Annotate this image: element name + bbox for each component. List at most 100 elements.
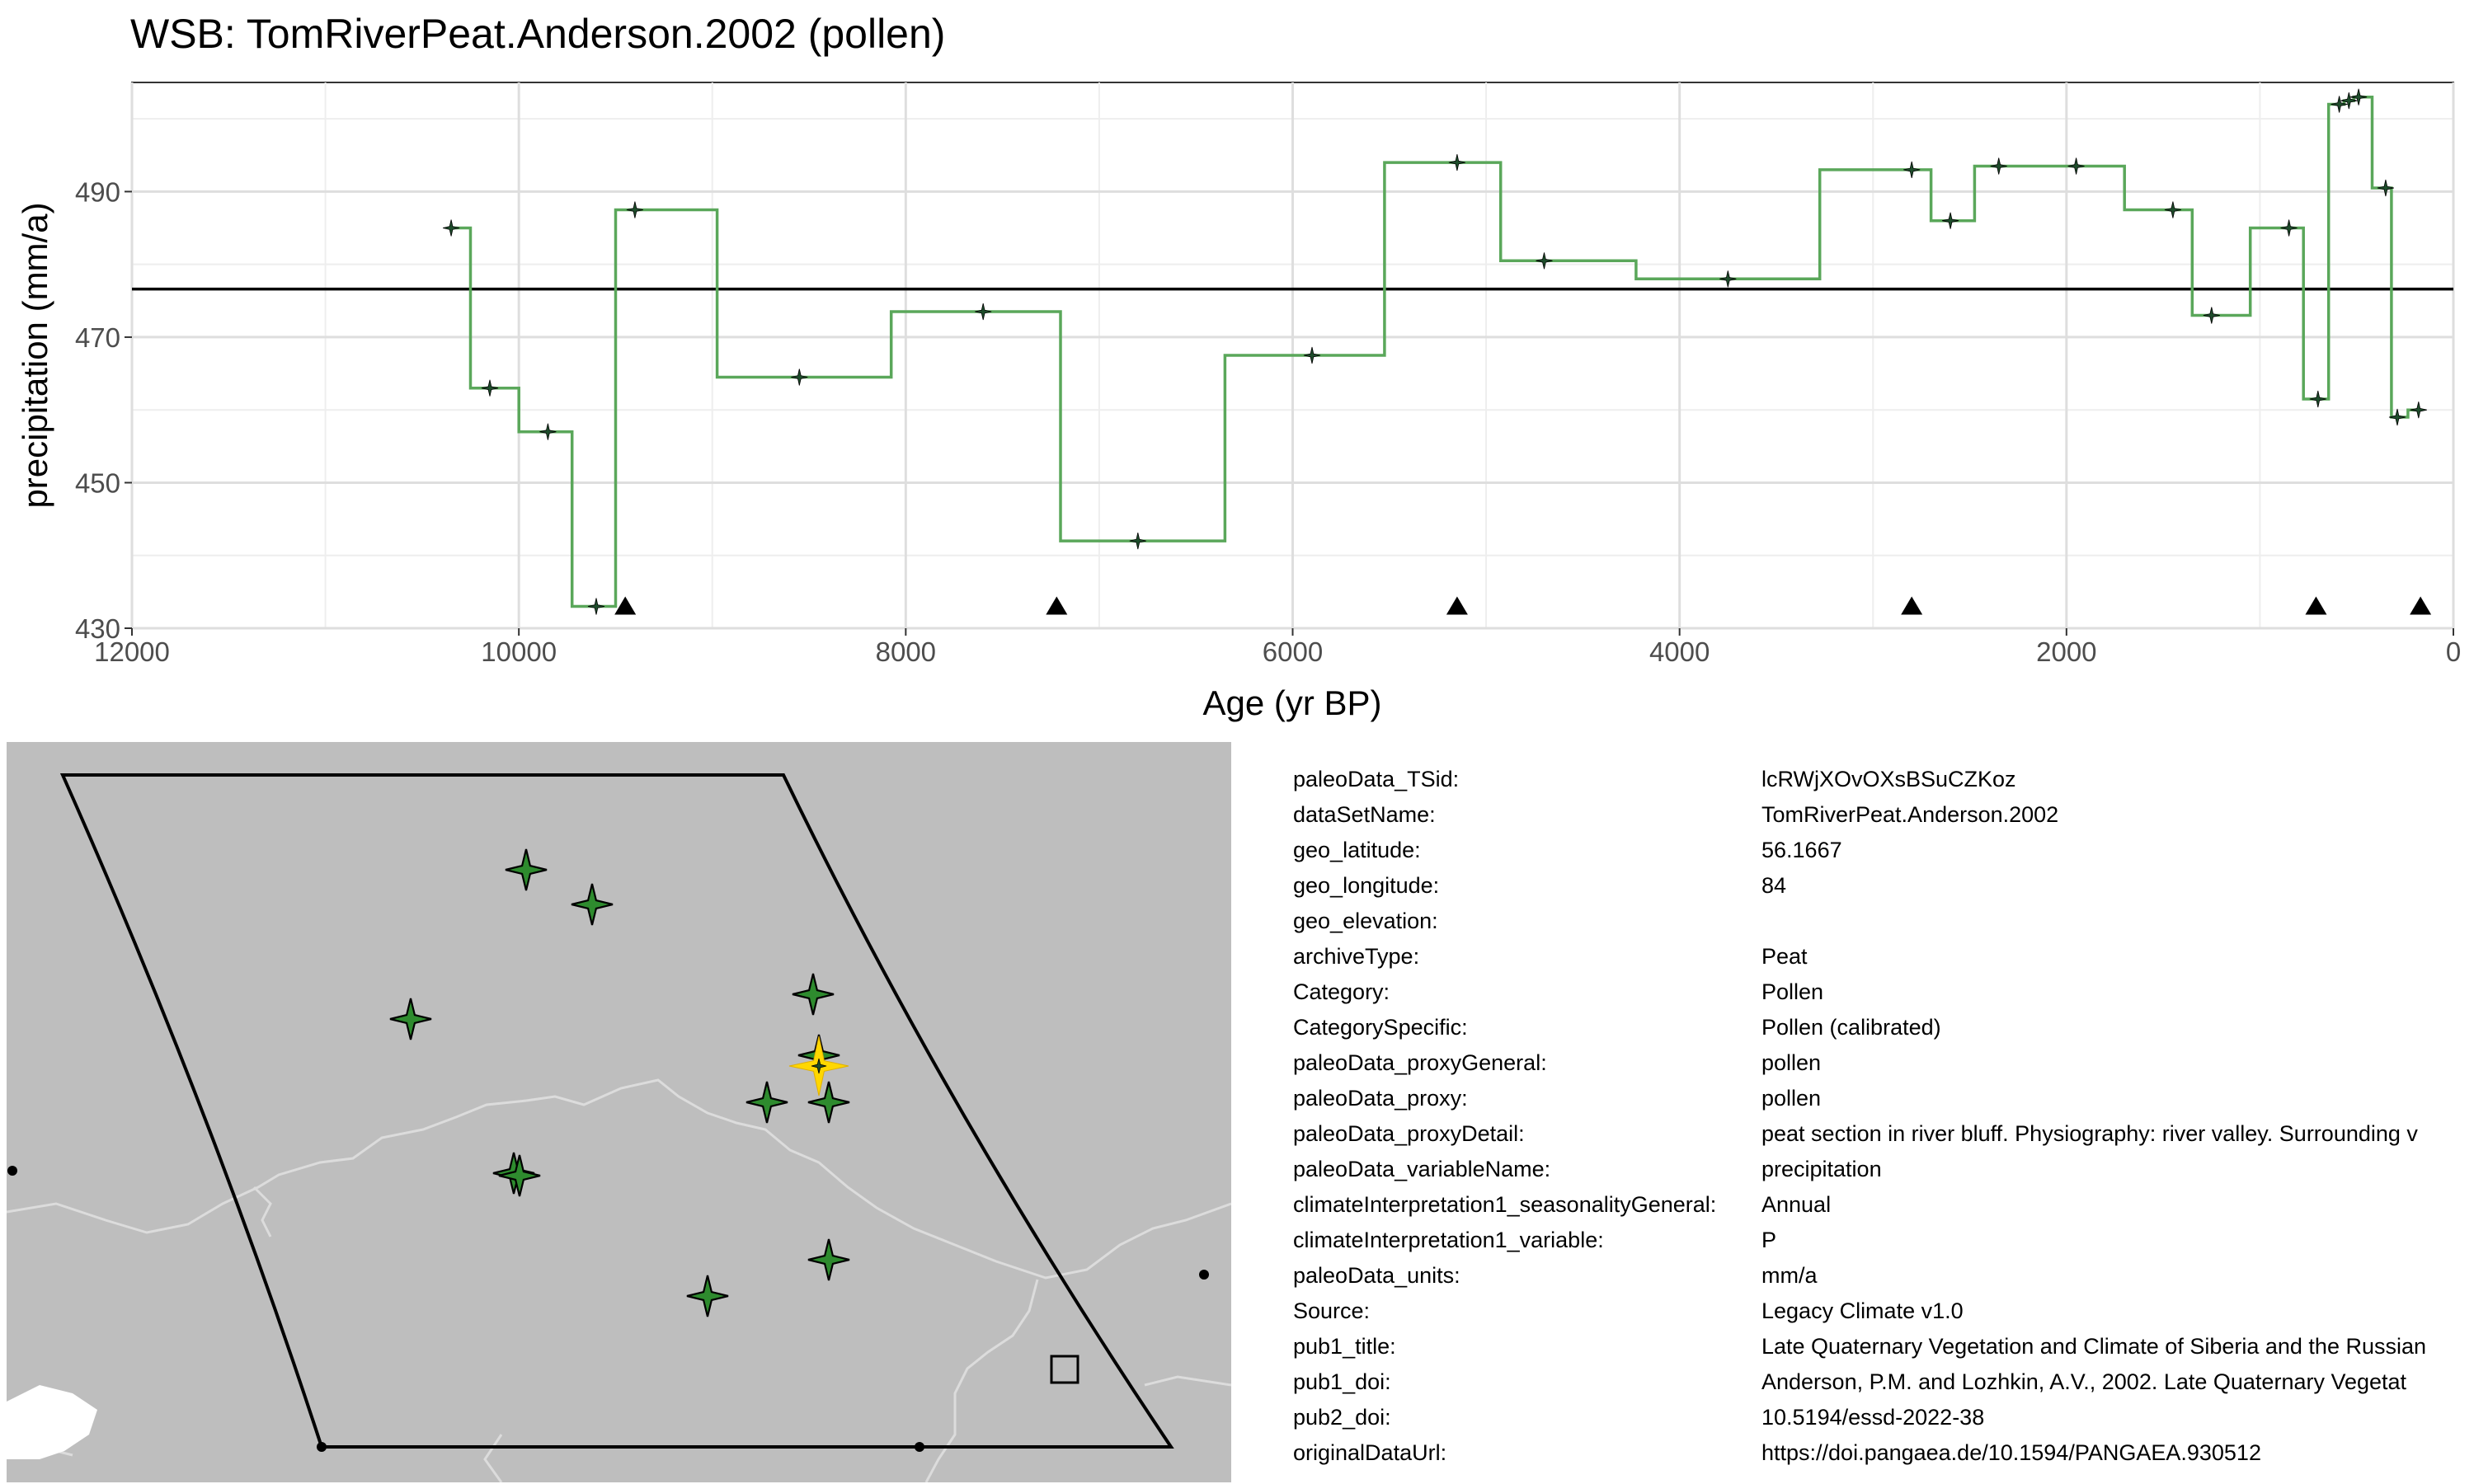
data-point xyxy=(1719,270,1737,288)
metadata-key: CategorySpecific: xyxy=(1293,1015,1468,1040)
metadata-key: dataSetName: xyxy=(1293,802,1436,827)
map-dot xyxy=(915,1442,924,1452)
map-site-marker xyxy=(498,1154,541,1197)
data-point xyxy=(2203,307,2220,324)
map-site-marker xyxy=(807,1081,850,1124)
x-tick-label: 6000 xyxy=(1263,636,1323,667)
x-axis-ticks: 12000 10000 8000 6000 4000 2000 0 xyxy=(94,628,2461,667)
metadata-value: mm/a xyxy=(1761,1263,1818,1288)
metadata-key: climateInterpretation1_variable: xyxy=(1293,1228,1604,1252)
x-tick-label: 12000 xyxy=(94,636,170,667)
metadata-key: paleoData_TSid: xyxy=(1293,767,1460,791)
data-point xyxy=(2280,219,2298,237)
metadata-key: climateInterpretation1_seasonalityGenera… xyxy=(1293,1192,1717,1217)
map-site-marker xyxy=(686,1275,729,1317)
map-square-marker xyxy=(1050,1355,1079,1384)
data-point xyxy=(2309,390,2326,408)
y-tick-label: 470 xyxy=(75,322,120,353)
metadata-key: paleoData_proxyGeneral: xyxy=(1293,1050,1547,1075)
data-point xyxy=(791,369,808,386)
map-dot xyxy=(1199,1270,1209,1280)
metadata-value: Peat xyxy=(1761,944,1808,969)
data-point xyxy=(1942,212,1959,229)
age-marker xyxy=(614,596,637,615)
metadata-key: paleoData_proxyDetail: xyxy=(1293,1121,1525,1146)
metadata-key: archiveType: xyxy=(1293,944,1420,969)
metadata-value: pollen xyxy=(1761,1086,1822,1111)
metadata-value: Pollen xyxy=(1761,979,1824,1004)
metadata-key: pub1_title: xyxy=(1293,1334,1396,1359)
age-marker xyxy=(2410,596,2432,615)
metadata-value: Anderson, P.M. and Lozhkin, A.V., 2002. … xyxy=(1761,1369,2407,1394)
x-axis-label: Age (yr BP) xyxy=(1202,683,1381,722)
age-marker xyxy=(1046,596,1068,615)
y-tick-label: 430 xyxy=(75,613,120,644)
data-point xyxy=(1903,161,1921,178)
map-site-marker xyxy=(792,973,835,1016)
metadata-value: lcRWjXOvOXsBSuCZKoz xyxy=(1761,767,2016,791)
age-marker xyxy=(2305,596,2327,615)
metadata-value: 56.1667 xyxy=(1761,838,1842,862)
data-point xyxy=(2340,92,2358,110)
chart-title: WSB: TomRiverPeat.Anderson.2002 (pollen) xyxy=(130,11,945,57)
metadata-key: paleoData_variableName: xyxy=(1293,1157,1551,1181)
map-site-marker xyxy=(505,848,548,891)
data-point xyxy=(2164,201,2181,218)
metadata-value: Annual xyxy=(1761,1192,1832,1217)
data-point xyxy=(2410,402,2427,419)
data-point xyxy=(2067,157,2085,175)
map-sites-layer xyxy=(389,848,850,1317)
data-point xyxy=(1536,252,1553,270)
country-borders xyxy=(7,1078,1231,1482)
x-tick-label: 0 xyxy=(2446,636,2461,667)
data-point xyxy=(1990,157,2007,175)
metadata-value: Legacy Climate v1.0 xyxy=(1761,1298,1964,1323)
map-dot xyxy=(317,1442,327,1452)
metadata-value: TomRiverPeat.Anderson.2002 xyxy=(1761,802,2059,827)
data-point xyxy=(626,201,643,218)
data-point xyxy=(1303,346,1321,364)
metadata-key: geo_elevation: xyxy=(1293,909,1438,933)
metadata-key: paleoData_proxy: xyxy=(1293,1086,1468,1111)
metadata-key: pub1_doi: xyxy=(1293,1369,1391,1394)
data-point xyxy=(587,598,605,615)
y-axis-label: precipitation (mm/a) xyxy=(16,202,54,508)
age-marker xyxy=(1901,596,1923,615)
data-point xyxy=(1129,533,1146,550)
x-tick-label: 2000 xyxy=(2036,636,2096,667)
data-point xyxy=(481,379,499,397)
site-map xyxy=(7,742,1231,1482)
data-point xyxy=(975,303,992,321)
metadata-key: originalDataUrl: xyxy=(1293,1440,1447,1465)
map-dot xyxy=(7,1166,17,1176)
age-markers-layer xyxy=(614,596,2432,615)
map-site-marker xyxy=(745,1081,788,1124)
white-water-body xyxy=(7,1385,97,1459)
metadata-value: 84 xyxy=(1761,873,1787,898)
age-marker xyxy=(1446,596,1468,615)
metadata-key: paleoData_units: xyxy=(1293,1263,1460,1288)
metadata-key: geo_longitude: xyxy=(1293,873,1440,898)
map-site-marker xyxy=(571,883,614,926)
map-site-marker xyxy=(389,998,432,1040)
x-tick-label: 4000 xyxy=(1649,636,1710,667)
metadata-value: P xyxy=(1761,1228,1777,1252)
metadata-value: pollen xyxy=(1761,1050,1822,1075)
metadata-value: Pollen (calibrated) xyxy=(1761,1015,1941,1040)
metadata-key: pub2_doi: xyxy=(1293,1405,1391,1430)
data-points-layer xyxy=(443,88,2427,615)
data-point xyxy=(2388,408,2406,426)
y-tick-label: 450 xyxy=(75,467,120,498)
metadata-value: peat section in river bluff. Physiograph… xyxy=(1761,1121,2418,1146)
y-tick-label: 490 xyxy=(75,176,120,207)
metadata-key: geo_latitude: xyxy=(1293,838,1421,862)
data-point xyxy=(539,423,557,440)
metadata-key: Source: xyxy=(1293,1298,1371,1323)
data-point xyxy=(443,219,460,237)
x-tick-label: 8000 xyxy=(876,636,936,667)
y-axis-ticks: 430 450 470 490 xyxy=(75,176,132,644)
metadata-value: Late Quaternary Vegetation and Climate o… xyxy=(1761,1334,2427,1359)
map-site-marker xyxy=(807,1238,850,1281)
data-point xyxy=(2350,88,2368,106)
metadata-value: precipitation xyxy=(1761,1157,1882,1181)
